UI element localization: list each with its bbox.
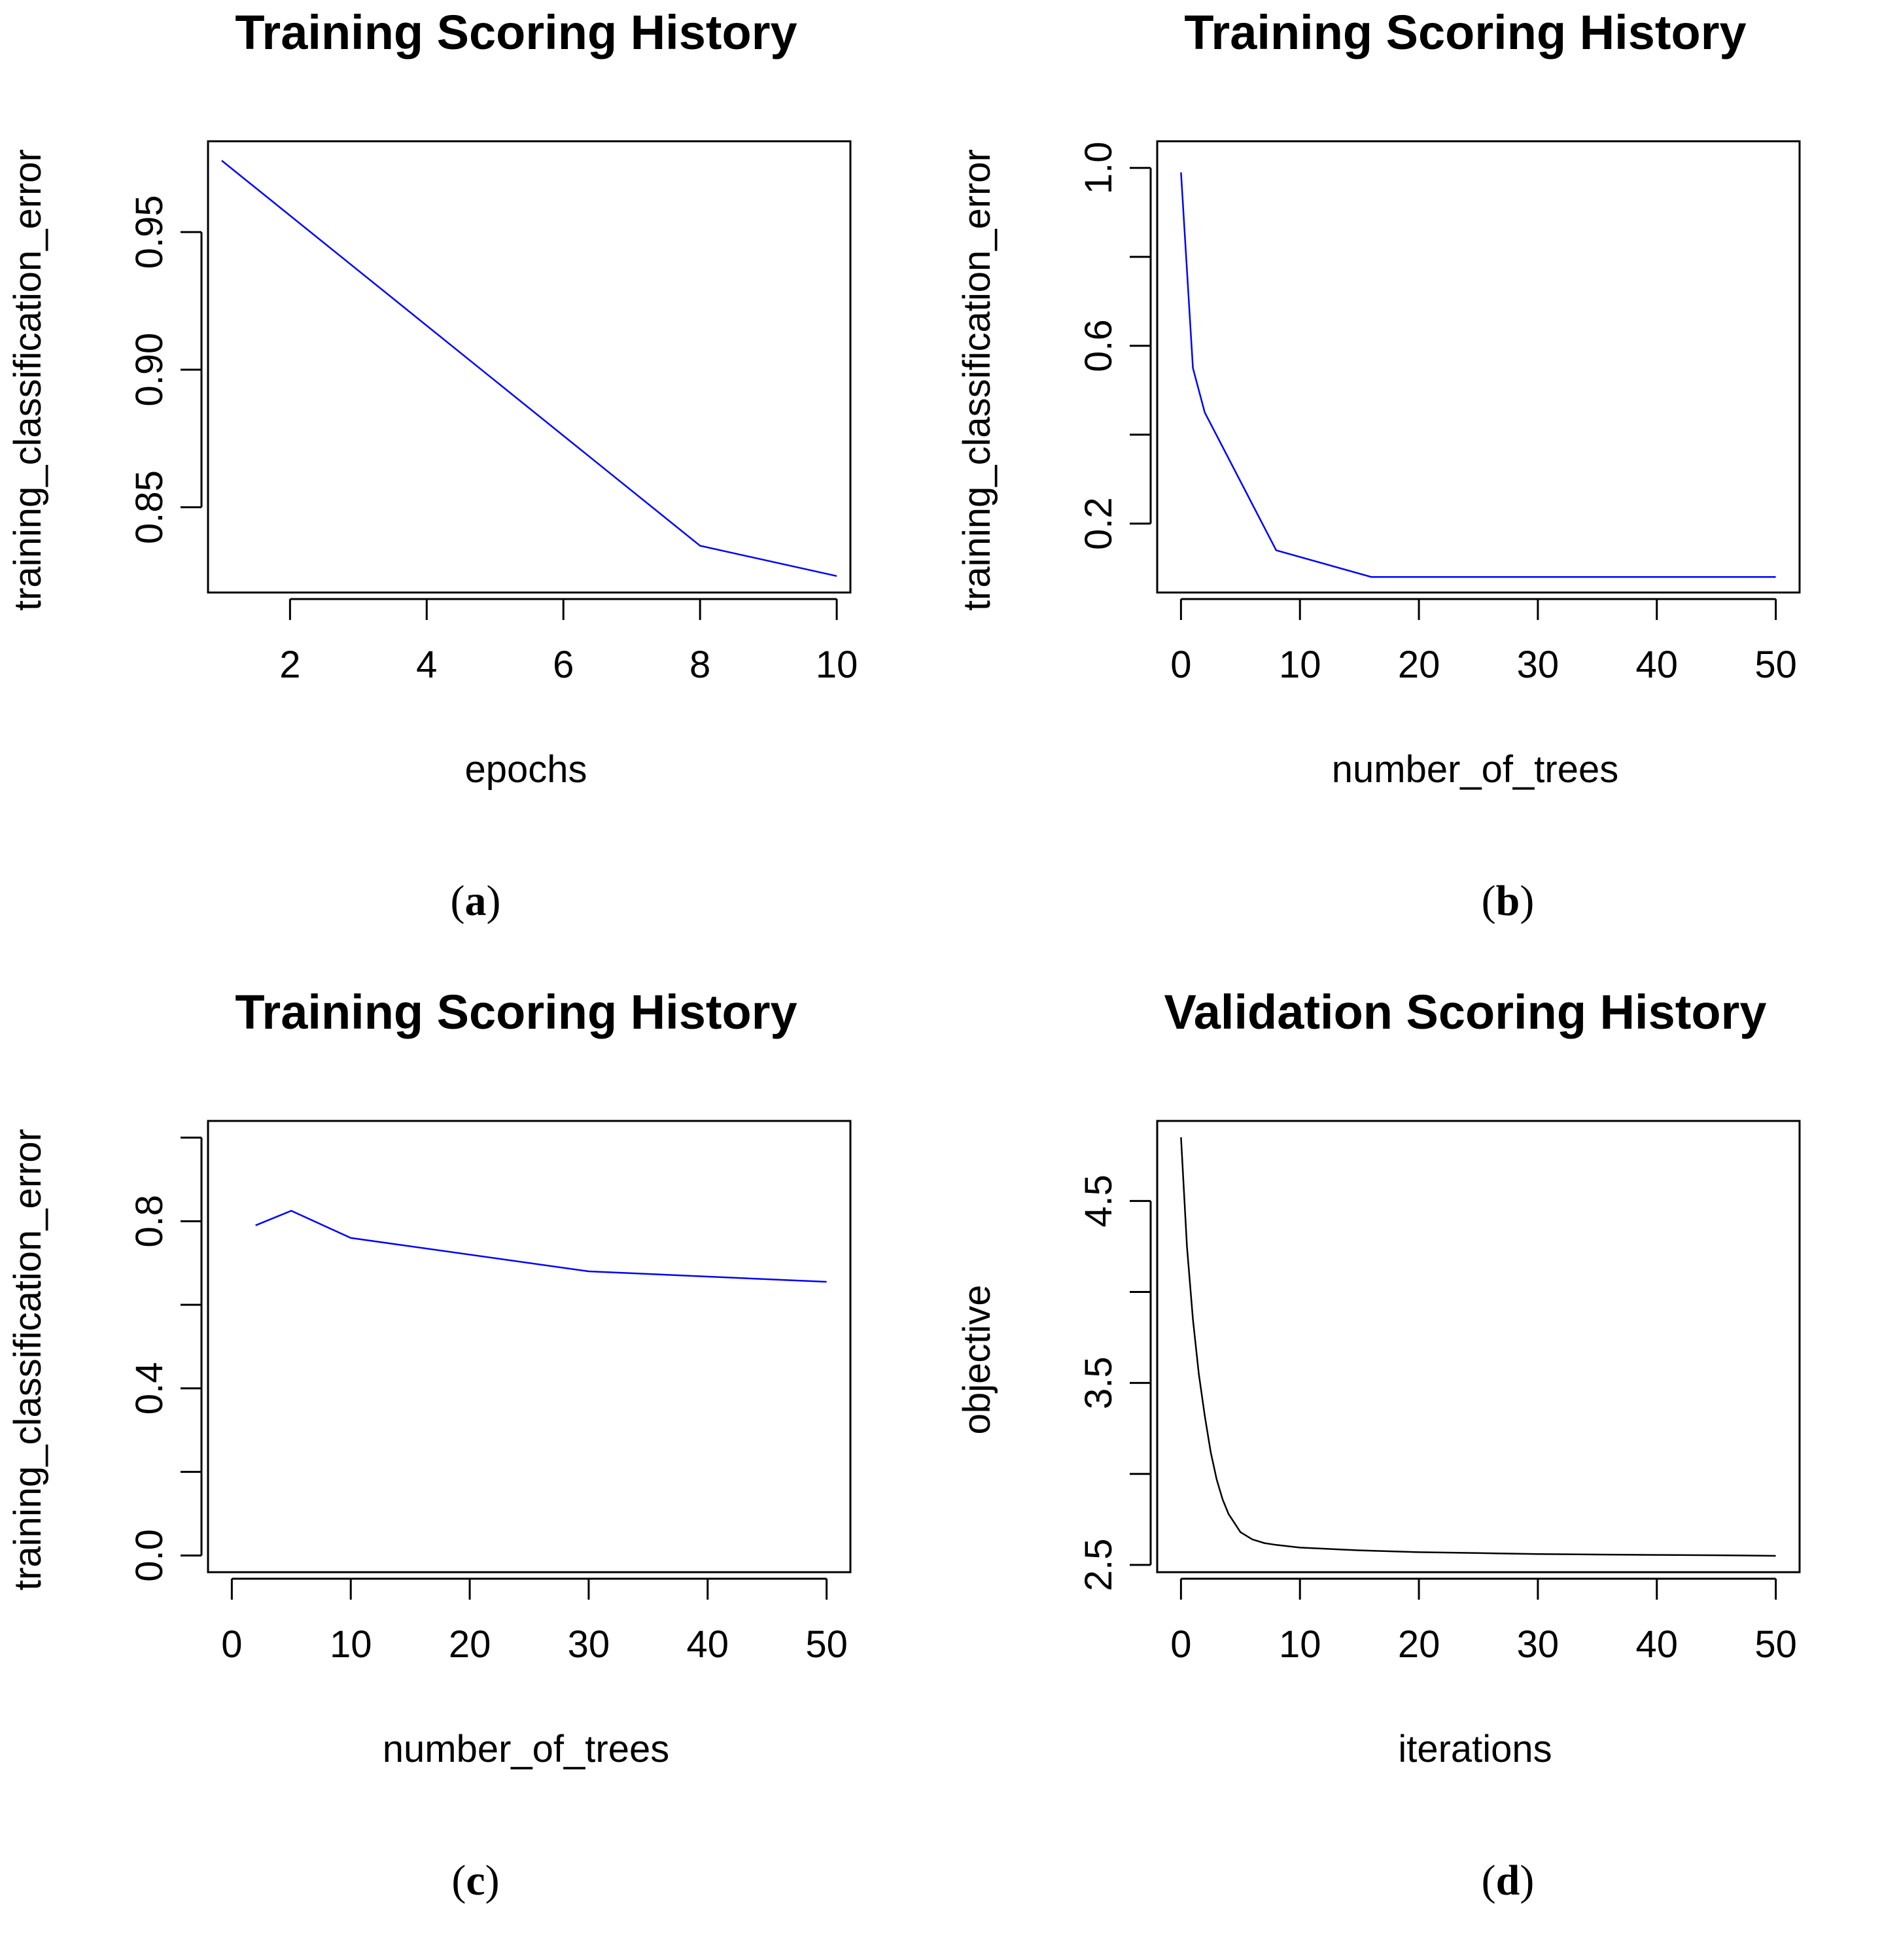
y-tick-label: 2.5: [1077, 1539, 1120, 1592]
chart-svg-a: Training Scoring History 2 4 6 8 10 0.85 0.90 0.…: [7, 5, 858, 791]
plot-frame: [207, 1120, 852, 1573]
series-line: [255, 1210, 827, 1283]
x-tick-label: 40: [1636, 644, 1679, 686]
series-line: [1180, 172, 1776, 578]
x-axis-label: epochs: [464, 748, 587, 791]
plot-frame: [1156, 140, 1801, 594]
x-tick-label: 30: [1517, 644, 1559, 686]
chart-panel-c: Training Scoring History 0 10 20 30 40 50 0.0 0.…: [0, 980, 949, 1959]
panel-caption-letter: c: [466, 1857, 485, 1904]
chart-title: Validation Scoring History: [1164, 985, 1766, 1039]
y-axis-label: objective: [956, 1285, 998, 1435]
plot-frame: [207, 140, 852, 594]
chart-svg-d: Validation Scoring History 0 10 20 30 40 50 2.5…: [956, 985, 1801, 1770]
panel-caption: (c): [451, 1857, 500, 1904]
x-tick-label: 50: [1754, 644, 1797, 686]
y-tick-label: 0.0: [128, 1529, 171, 1582]
x-axis-label: number_of_trees: [1332, 748, 1618, 791]
series-line: [221, 160, 837, 577]
y-tick-label: 1.0: [1077, 141, 1120, 194]
x-tick-label: 10: [1279, 644, 1321, 686]
x-axis-label: iterations: [1398, 1728, 1552, 1770]
chart-title: Training Scoring History: [235, 985, 797, 1039]
x-tick-label: 10: [816, 644, 858, 686]
x-tick-label: 20: [1398, 644, 1440, 686]
y-tick-label: 0.90: [128, 333, 171, 407]
chart-title: Training Scoring History: [1184, 5, 1746, 60]
x-tick-label: 0: [1170, 1623, 1191, 1666]
chart-svg-c: Training Scoring History 0 10 20 30 40 50 0.0 0.…: [7, 985, 852, 1770]
x-tick-label: 20: [449, 1623, 491, 1666]
x-tick-label: 4: [416, 644, 437, 686]
x-tick-label: 50: [1754, 1623, 1797, 1666]
series-line: [1180, 1137, 1776, 1557]
chart-panel-a: Training Scoring History 2 4 6 8 10 0.85 0.90 0.…: [0, 0, 949, 980]
x-tick-label: 10: [1279, 1623, 1321, 1666]
chart-panel-b: Training Scoring History 0 10 20 30 40 50 0.2 0.…: [949, 0, 1898, 980]
x-tick-label: 2: [279, 644, 300, 686]
panel-caption: (d): [1481, 1857, 1535, 1904]
x-tick-label: 6: [553, 644, 574, 686]
y-tick-label: 0.85: [128, 470, 171, 544]
y-axis-label: training_classification_error: [956, 149, 998, 611]
panel-caption-letter: b: [1495, 877, 1520, 925]
panel-caption-letter: d: [1495, 1857, 1520, 1904]
x-tick-label: 30: [568, 1623, 610, 1666]
x-tick-label: 30: [1517, 1623, 1559, 1666]
y-tick-label: 0.6: [1077, 319, 1120, 372]
y-axis-label: training_classification_error: [7, 1129, 49, 1590]
y-tick-label: 0.8: [128, 1195, 171, 1248]
y-tick-label: 3.5: [1077, 1356, 1120, 1409]
x-tick-label: 40: [687, 1623, 729, 1666]
y-axis-label: training_classification_error: [7, 149, 49, 611]
x-tick-label: 40: [1636, 1623, 1679, 1666]
y-tick-label: 0.4: [128, 1362, 171, 1415]
y-tick-label: 0.2: [1077, 497, 1120, 550]
panel-caption-letter: a: [464, 877, 487, 925]
x-tick-label: 50: [805, 1623, 848, 1666]
chart-panel-d: Validation Scoring History 0 10 20 30 40 50 2.5…: [949, 980, 1898, 1959]
y-tick-label: 0.95: [128, 195, 171, 269]
x-tick-label: 20: [1398, 1623, 1440, 1666]
panel-caption: (b): [1481, 877, 1535, 925]
plot-frame: [1156, 1120, 1801, 1573]
y-tick-label: 4.5: [1077, 1175, 1120, 1228]
x-axis-label: number_of_trees: [383, 1728, 669, 1770]
x-tick-label: 0: [1170, 644, 1191, 686]
chart-title: Training Scoring History: [235, 5, 797, 60]
chart-svg-b: Training Scoring History 0 10 20 30 40 50 0.2 0.…: [956, 5, 1801, 791]
x-tick-label: 0: [221, 1623, 242, 1666]
panel-caption: (a): [450, 877, 501, 925]
x-tick-label: 10: [330, 1623, 372, 1666]
x-tick-label: 8: [689, 644, 710, 686]
